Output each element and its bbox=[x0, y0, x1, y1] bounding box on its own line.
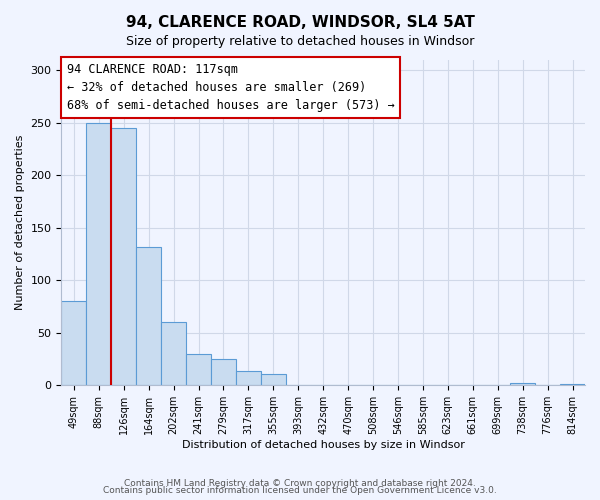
Bar bbox=[510, 383, 535, 386]
Bar bbox=[86, 123, 111, 386]
Bar bbox=[111, 128, 136, 386]
Text: 94 CLARENCE ROAD: 117sqm
← 32% of detached houses are smaller (269)
68% of semi-: 94 CLARENCE ROAD: 117sqm ← 32% of detach… bbox=[67, 64, 394, 112]
Bar bbox=[261, 374, 286, 386]
Bar bbox=[136, 247, 161, 386]
Bar bbox=[61, 302, 86, 386]
Y-axis label: Number of detached properties: Number of detached properties bbox=[15, 135, 25, 310]
Text: Size of property relative to detached houses in Windsor: Size of property relative to detached ho… bbox=[126, 35, 474, 48]
Text: 94, CLARENCE ROAD, WINDSOR, SL4 5AT: 94, CLARENCE ROAD, WINDSOR, SL4 5AT bbox=[125, 15, 475, 30]
Bar bbox=[161, 322, 186, 386]
Bar bbox=[186, 354, 211, 386]
Text: Contains public sector information licensed under the Open Government Licence v3: Contains public sector information licen… bbox=[103, 486, 497, 495]
Bar bbox=[211, 359, 236, 386]
Text: Contains HM Land Registry data © Crown copyright and database right 2024.: Contains HM Land Registry data © Crown c… bbox=[124, 478, 476, 488]
X-axis label: Distribution of detached houses by size in Windsor: Distribution of detached houses by size … bbox=[182, 440, 464, 450]
Bar bbox=[236, 370, 261, 386]
Bar bbox=[560, 384, 585, 386]
